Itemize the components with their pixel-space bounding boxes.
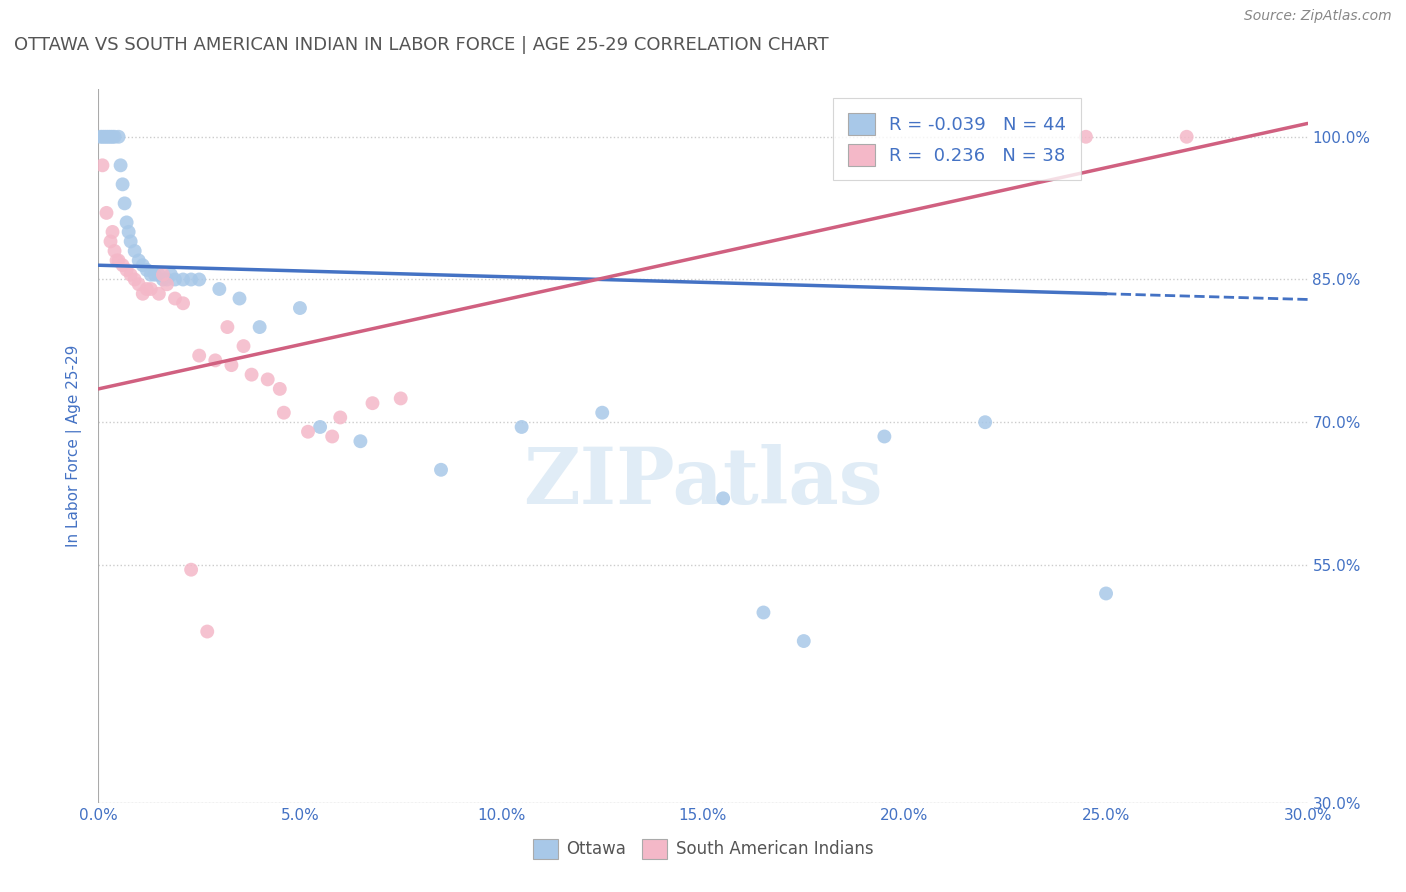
Point — [240, 368, 263, 382]
Point — [120, 268, 142, 282]
Y-axis label: In Labor Force | Age 25-29: In Labor Force | Age 25-29 — [66, 345, 83, 547]
Point — [105, 253, 128, 268]
Point — [101, 129, 124, 144]
Point — [135, 282, 157, 296]
Point — [591, 406, 613, 420]
Point — [143, 268, 166, 282]
Point — [711, 491, 734, 506]
Point — [96, 206, 118, 220]
Point — [321, 429, 343, 443]
Point — [329, 410, 352, 425]
Point — [107, 253, 129, 268]
Point — [273, 406, 295, 420]
Point — [1095, 586, 1118, 600]
Point — [249, 320, 271, 334]
Legend: Ottawa, South American Indians: Ottawa, South American Indians — [526, 832, 880, 866]
Point — [128, 253, 150, 268]
Text: Source: ZipAtlas.com: Source: ZipAtlas.com — [1244, 9, 1392, 23]
Point — [124, 244, 146, 258]
Point — [115, 215, 138, 229]
Point — [107, 129, 129, 144]
Point — [152, 268, 174, 282]
Point — [208, 282, 231, 296]
Point — [163, 272, 186, 286]
Point — [91, 129, 114, 144]
Point — [793, 634, 815, 648]
Point — [97, 129, 120, 144]
Point — [111, 178, 134, 192]
Point — [100, 235, 122, 249]
Point — [172, 272, 194, 286]
Point — [148, 268, 170, 282]
Point — [124, 272, 146, 286]
Point — [132, 258, 155, 272]
Point — [91, 158, 114, 172]
Point — [1074, 129, 1097, 144]
Point — [135, 263, 157, 277]
Point — [389, 392, 412, 406]
Point — [349, 434, 371, 449]
Point — [132, 286, 155, 301]
Point — [96, 129, 118, 144]
Point — [103, 129, 125, 144]
Point — [110, 158, 132, 172]
Point — [232, 339, 254, 353]
Point — [139, 282, 162, 296]
Point — [120, 235, 142, 249]
Point — [103, 244, 125, 258]
Point — [873, 429, 896, 443]
Point — [115, 263, 138, 277]
Point — [118, 225, 141, 239]
Point — [361, 396, 384, 410]
Point — [114, 196, 136, 211]
Point — [139, 268, 162, 282]
Point — [156, 272, 179, 286]
Point — [217, 320, 239, 334]
Point — [269, 382, 291, 396]
Point — [195, 624, 218, 639]
Point — [430, 463, 453, 477]
Point — [180, 272, 202, 286]
Point — [297, 425, 319, 439]
Point — [221, 358, 243, 372]
Point — [1175, 129, 1198, 144]
Point — [152, 272, 174, 286]
Point — [974, 415, 997, 429]
Point — [128, 277, 150, 292]
Point — [148, 286, 170, 301]
Point — [180, 563, 202, 577]
Point — [188, 349, 211, 363]
Point — [752, 606, 775, 620]
Point — [309, 420, 332, 434]
Point — [89, 129, 111, 144]
Text: ZIPatlas: ZIPatlas — [523, 443, 883, 520]
Point — [163, 292, 186, 306]
Point — [101, 225, 124, 239]
Point — [288, 301, 311, 315]
Point — [100, 129, 122, 144]
Point — [228, 292, 250, 306]
Point — [156, 277, 179, 292]
Text: OTTAWA VS SOUTH AMERICAN INDIAN IN LABOR FORCE | AGE 25-29 CORRELATION CHART: OTTAWA VS SOUTH AMERICAN INDIAN IN LABOR… — [14, 36, 828, 54]
Point — [93, 129, 115, 144]
Point — [188, 272, 211, 286]
Point — [204, 353, 226, 368]
Point — [160, 268, 183, 282]
Point — [172, 296, 194, 310]
Point — [111, 258, 134, 272]
Point — [256, 372, 278, 386]
Point — [510, 420, 533, 434]
